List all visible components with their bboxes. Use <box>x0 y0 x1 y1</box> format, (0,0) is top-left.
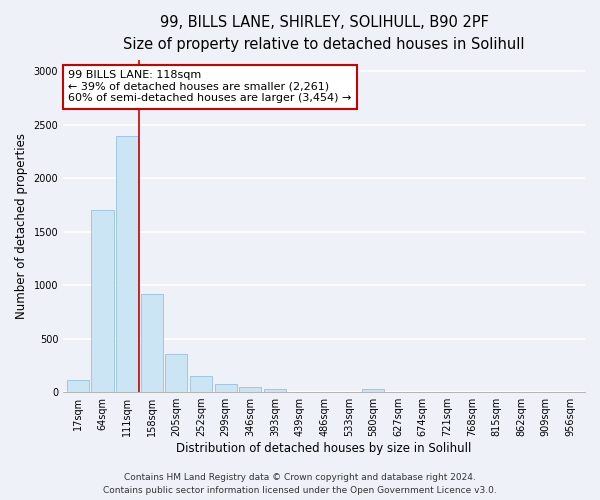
Title: 99, BILLS LANE, SHIRLEY, SOLIHULL, B90 2PF
Size of property relative to detached: 99, BILLS LANE, SHIRLEY, SOLIHULL, B90 2… <box>124 15 525 52</box>
Bar <box>141 294 163 392</box>
Bar <box>67 380 89 392</box>
Bar <box>91 210 113 392</box>
Text: 99 BILLS LANE: 118sqm
← 39% of detached houses are smaller (2,261)
60% of semi-d: 99 BILLS LANE: 118sqm ← 39% of detached … <box>68 70 352 104</box>
Y-axis label: Number of detached properties: Number of detached properties <box>15 133 28 319</box>
Bar <box>190 376 212 392</box>
Bar <box>215 384 237 392</box>
Bar <box>166 354 187 392</box>
Bar <box>362 389 385 392</box>
Bar <box>116 136 138 392</box>
Bar <box>264 389 286 392</box>
Bar <box>239 386 262 392</box>
X-axis label: Distribution of detached houses by size in Solihull: Distribution of detached houses by size … <box>176 442 472 455</box>
Text: Contains HM Land Registry data © Crown copyright and database right 2024.
Contai: Contains HM Land Registry data © Crown c… <box>103 474 497 495</box>
